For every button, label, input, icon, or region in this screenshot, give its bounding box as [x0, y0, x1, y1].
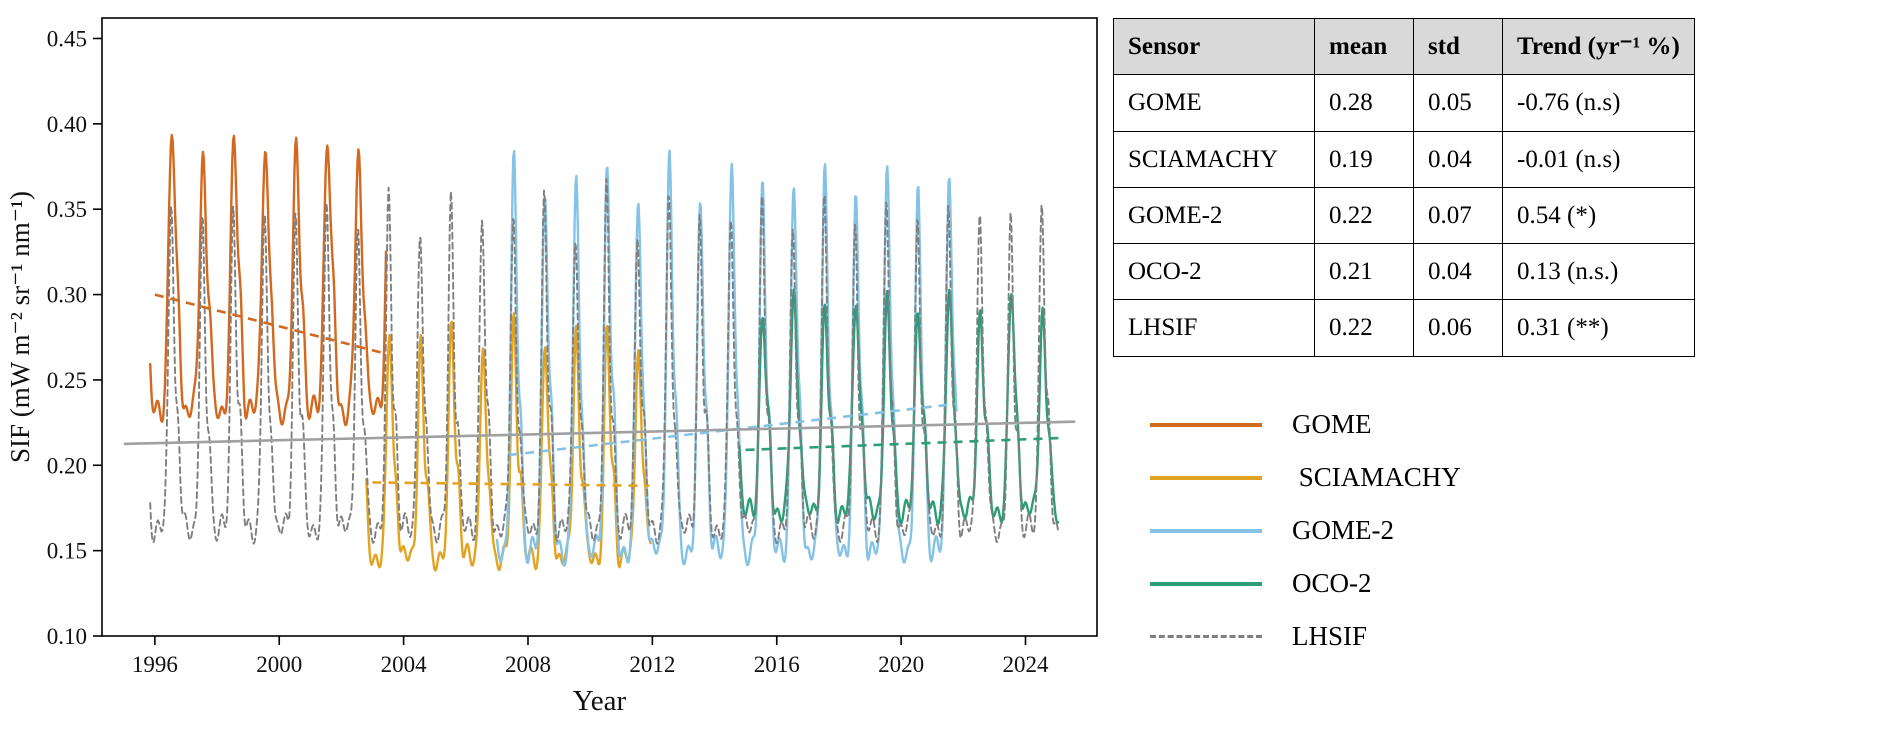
table-cell-sciamachy-mean: 0.19: [1314, 130, 1414, 188]
legend-item-lhsif: LHSIF: [1150, 610, 1461, 663]
table-cell-gome-mean: 0.28: [1314, 74, 1414, 132]
trend-oco-2-line: [745, 436, 1060, 452]
chart-legend: GOME SCIAMACHY GOME-2 OCO-2 LHSIF: [1150, 398, 1461, 663]
y-axis-tick-label: 0.40: [47, 112, 87, 137]
table-cell-oco-2-mean: 0.21: [1314, 242, 1414, 301]
x-axis-tick-label: 2016: [754, 652, 800, 677]
legend-label-oco-2: OCO-2: [1292, 568, 1372, 598]
y-axis-tick-label: 0.20: [47, 453, 87, 478]
y-axis-tick-label: 0.15: [47, 539, 87, 564]
x-axis-tick-label: 2024: [1002, 652, 1049, 677]
x-axis-tick-label: 2008: [505, 652, 551, 677]
table-cell-gome-2-sensor: GOME-2: [1113, 186, 1315, 245]
table-cell-oco-2-trend: 0.13 (n.s.): [1502, 242, 1695, 301]
y-axis-tick-label: 0.45: [47, 26, 87, 51]
table-row-lhsif: LHSIF 0.22 0.06 0.31 (**): [1113, 299, 1695, 357]
plot-frame: [101, 17, 1098, 637]
table-cell-lhsif-mean: 0.22: [1314, 299, 1414, 357]
legend-line-gome-swatch: [1150, 422, 1262, 427]
legend-line-gome-2-swatch: [1150, 528, 1262, 533]
table-row-sciamachy: SCIAMACHY 0.19 0.04 -0.01 (n.s): [1113, 130, 1695, 188]
y-axis-label: SIF (mW m⁻² sr⁻¹ nm⁻¹): [5, 191, 35, 463]
legend-item-sciamachy: SCIAMACHY: [1150, 451, 1461, 504]
table-cell-gome-2-trend: 0.54 (*): [1502, 186, 1695, 245]
table-row-gome: GOME 0.28 0.05 -0.76 (n.s): [1113, 74, 1695, 132]
table-head: Sensor mean std Trend (yr⁻¹ %): [1113, 17, 1695, 76]
legend-line-oco-2-swatch: [1150, 581, 1262, 586]
table-row-gome-2: GOME-2 0.22 0.07 0.54 (*): [1113, 186, 1695, 245]
table-cell-gome-trend: -0.76 (n.s): [1502, 74, 1695, 132]
legend-label-gome-2: GOME-2: [1292, 515, 1394, 545]
x-axis-tick-label: 2000: [256, 652, 302, 677]
sif-timeseries-chart: 1996 2000 2004 2008 2012 2016 2020 2024 0.10 0.15…: [2, 0, 1112, 717]
table-cell-gome-2-mean: 0.22: [1314, 186, 1414, 245]
table-cell-lhsif-trend: 0.31 (**): [1502, 299, 1695, 357]
table-header-sensor: Sensor: [1113, 17, 1315, 76]
x-axis-tick-label: 2020: [878, 652, 924, 677]
table-header-std: std: [1413, 17, 1503, 76]
legend-label-lhsif: LHSIF: [1292, 621, 1368, 651]
table-cell-oco-2-std: 0.04: [1413, 242, 1503, 301]
table-cell-gome-std: 0.05: [1413, 74, 1503, 132]
table-cell-oco-2-sensor: OCO-2: [1113, 242, 1315, 301]
table-row-oco-2: OCO-2 0.21 0.04 0.13 (n.s.): [1113, 242, 1695, 301]
y-axis-tick-label: 0.25: [47, 368, 87, 393]
x-axis-tick-label: 2004: [381, 652, 428, 677]
legend-line-lhsif-swatch: [1150, 635, 1262, 638]
table-header-row: Sensor mean std Trend (yr⁻¹ %): [1113, 17, 1695, 76]
sensor-stats-table: Sensor mean std Trend (yr⁻¹ %) GOME 0.28 0.05…: [1113, 17, 1695, 357]
trend-lhsif-line: [123, 420, 1076, 446]
y-axis-tick-label: 0.30: [47, 283, 87, 308]
table-cell-sciamachy-trend: -0.01 (n.s): [1502, 130, 1695, 188]
table-cell-gome-sensor: GOME: [1113, 74, 1315, 132]
table-header-mean: mean: [1314, 17, 1414, 76]
table-header-trend: Trend (yr⁻¹ %): [1502, 17, 1695, 76]
chart-canvas: 1996 2000 2004 2008 2012 2016 2020 2024 0.10 0.15…: [5, 17, 1098, 717]
table-cell-lhsif-sensor: LHSIF: [1113, 299, 1315, 357]
legend-item-gome: GOME: [1150, 398, 1461, 451]
y-axis-tick-label: 0.10: [47, 624, 87, 649]
table-cell-sciamachy-sensor: SCIAMACHY: [1113, 130, 1315, 188]
table-cell-sciamachy-std: 0.04: [1413, 130, 1503, 188]
trend-sciamachy-line: [372, 481, 650, 488]
series-gome-line: [149, 133, 388, 427]
table-cell-lhsif-std: 0.06: [1413, 299, 1503, 357]
x-axis-tick-label: 1996: [132, 652, 178, 677]
table-cell-gome-2-std: 0.07: [1413, 186, 1503, 245]
legend-item-oco-2: OCO-2: [1150, 557, 1461, 610]
table-body: GOME 0.28 0.05 -0.76 (n.s) SCIAMACHY 0.19 0.04…: [1113, 74, 1695, 357]
y-axis-tick-label: 0.35: [47, 197, 87, 222]
trend-gome-line: [154, 293, 383, 354]
legend-label-gome: GOME: [1292, 409, 1372, 439]
legend-label-sciamachy: SCIAMACHY: [1292, 462, 1461, 492]
series-lhsif-line: [149, 177, 1059, 545]
x-axis-tick-label: 2012: [629, 652, 675, 677]
x-axis-label: Year: [573, 685, 627, 715]
legend-line-sciamachy-swatch: [1150, 475, 1262, 480]
legend-item-gome-2: GOME-2: [1150, 504, 1461, 557]
